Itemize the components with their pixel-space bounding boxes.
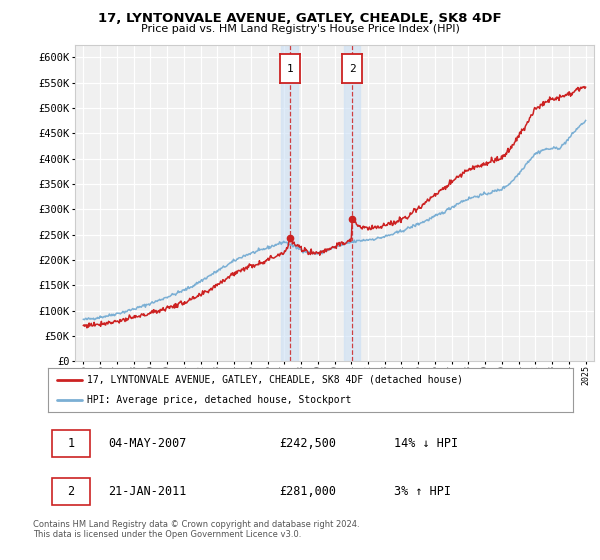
Text: 1: 1 [68,437,74,450]
FancyBboxPatch shape [52,430,90,456]
Text: 17, LYNTONVALE AVENUE, GATLEY, CHEADLE, SK8 4DF (detached house): 17, LYNTONVALE AVENUE, GATLEY, CHEADLE, … [88,375,463,385]
Text: 2: 2 [68,485,74,498]
Text: 3% ↑ HPI: 3% ↑ HPI [395,485,452,498]
Text: Contains HM Land Registry data © Crown copyright and database right 2024.
This d: Contains HM Land Registry data © Crown c… [33,520,359,539]
FancyBboxPatch shape [52,478,90,505]
Text: 14% ↓ HPI: 14% ↓ HPI [395,437,458,450]
Text: Price paid vs. HM Land Registry's House Price Index (HPI): Price paid vs. HM Land Registry's House … [140,24,460,34]
Bar [281,45,298,361]
Bar [344,45,361,361]
Text: £281,000: £281,000 [279,485,336,498]
Text: HPI: Average price, detached house, Stockport: HPI: Average price, detached house, Stoc… [88,395,352,405]
Text: 04-MAY-2007: 04-MAY-2007 [109,437,187,450]
Text: 17, LYNTONVALE AVENUE, GATLEY, CHEADLE, SK8 4DF: 17, LYNTONVALE AVENUE, GATLEY, CHEADLE, … [98,12,502,25]
Text: 21-JAN-2011: 21-JAN-2011 [109,485,187,498]
Text: £242,500: £242,500 [279,437,336,450]
